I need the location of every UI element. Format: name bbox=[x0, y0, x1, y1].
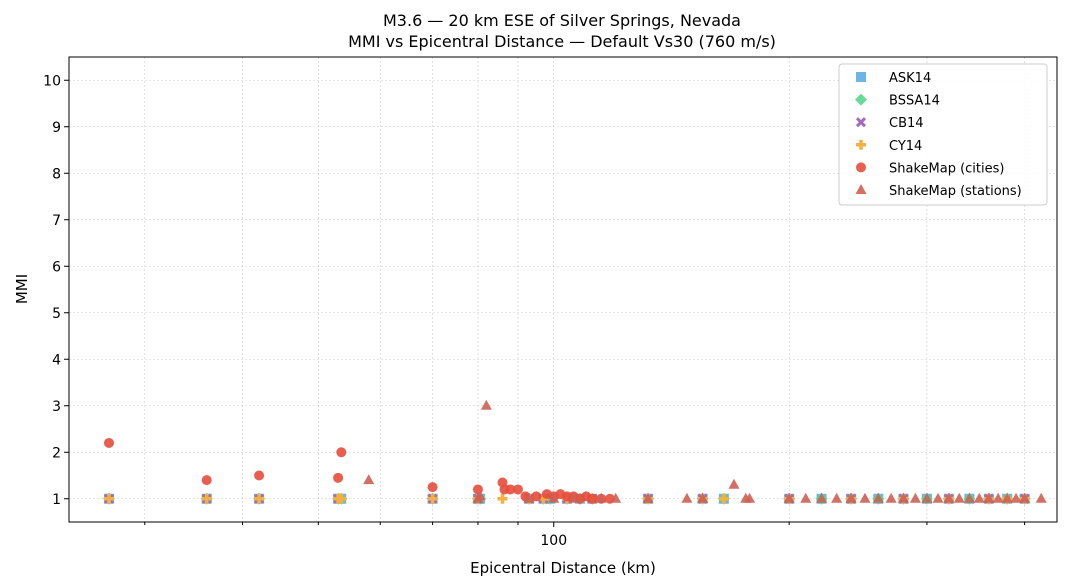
legend-marker bbox=[855, 184, 867, 194]
axis-ticks: 1 2 3 4 5 6 7 8 9 10 100 bbox=[43, 73, 1026, 549]
data-point bbox=[816, 492, 828, 503]
data-point bbox=[427, 482, 438, 493]
data-point bbox=[783, 492, 795, 503]
y-tick-label: 3 bbox=[52, 399, 61, 415]
data-point bbox=[610, 492, 622, 503]
data-point bbox=[718, 493, 729, 504]
chart-title: M3.6 — 20 km ESE of Silver Springs, Neva… bbox=[383, 11, 741, 30]
data-point bbox=[1019, 492, 1031, 503]
legend-label: ShakeMap (cities) bbox=[889, 161, 1004, 176]
data-point bbox=[800, 492, 812, 503]
data-point bbox=[201, 493, 212, 504]
y-tick-label: 4 bbox=[52, 352, 61, 368]
data-point bbox=[363, 474, 375, 485]
y-tick-label: 2 bbox=[52, 445, 61, 461]
legend-marker bbox=[856, 72, 866, 82]
data-point bbox=[859, 492, 871, 503]
data-point bbox=[531, 491, 542, 502]
legend-box bbox=[838, 63, 1048, 206]
data-point bbox=[587, 493, 598, 504]
y-tick-label: 8 bbox=[52, 166, 61, 182]
data-point bbox=[201, 475, 212, 486]
y-tick-label: 6 bbox=[52, 259, 61, 275]
data-point bbox=[728, 478, 740, 489]
data-point bbox=[104, 437, 115, 448]
data-point bbox=[744, 492, 756, 503]
data-point bbox=[497, 493, 508, 504]
data-point bbox=[642, 492, 654, 503]
y-tick-label: 5 bbox=[52, 306, 61, 322]
data-point bbox=[953, 492, 965, 503]
legend-label: BSSA14 bbox=[889, 94, 940, 109]
y-tick-label: 10 bbox=[43, 73, 61, 89]
data-point bbox=[992, 492, 1004, 503]
data-point bbox=[983, 492, 995, 503]
legend-marker bbox=[855, 117, 867, 128]
y-axis-label: MMI bbox=[13, 274, 31, 304]
data-point bbox=[1001, 492, 1013, 503]
data-point bbox=[427, 493, 438, 504]
x-axis-label: Epicentral Distance (km) bbox=[470, 559, 656, 577]
data-point bbox=[681, 492, 693, 503]
data-point bbox=[831, 492, 843, 503]
y-tick-label: 1 bbox=[52, 492, 61, 508]
data-point bbox=[897, 492, 909, 503]
y-tick-label: 7 bbox=[52, 213, 61, 229]
x-tick-label: 100 bbox=[540, 533, 567, 549]
data-point bbox=[568, 492, 580, 503]
data-point bbox=[1010, 492, 1022, 503]
y-tick-label: 9 bbox=[52, 120, 61, 136]
data-point bbox=[872, 492, 884, 503]
data-point bbox=[254, 470, 265, 481]
legend-label: CB14 bbox=[889, 116, 924, 131]
data-point bbox=[480, 399, 492, 410]
data-point bbox=[505, 484, 516, 495]
legend-label: CY14 bbox=[889, 139, 922, 154]
legend-marker bbox=[855, 93, 867, 106]
plot-area bbox=[103, 399, 1047, 505]
data-point bbox=[254, 493, 265, 504]
data-point bbox=[973, 492, 985, 503]
data-point bbox=[512, 484, 523, 495]
data-point bbox=[885, 492, 897, 503]
data-point bbox=[943, 492, 955, 503]
legend-label: ShakeMap (stations) bbox=[889, 184, 1022, 199]
grid bbox=[69, 57, 1057, 522]
plot-frame bbox=[68, 56, 1058, 523]
data-point bbox=[932, 492, 944, 503]
data-point bbox=[336, 447, 347, 458]
data-point bbox=[333, 472, 344, 483]
series-5 bbox=[363, 399, 1047, 503]
data-point bbox=[104, 493, 115, 504]
data-point bbox=[548, 492, 560, 503]
data-point bbox=[697, 492, 709, 503]
data-point bbox=[595, 492, 607, 503]
legend-marker bbox=[856, 139, 866, 150]
data-point bbox=[909, 492, 921, 503]
data-point bbox=[963, 492, 975, 503]
chart-subtitle: MMI vs Epicentral Distance — Default Vs3… bbox=[348, 32, 776, 51]
legend-label: ASK14 bbox=[889, 71, 931, 86]
legend-marker bbox=[856, 162, 866, 173]
data-point bbox=[523, 492, 535, 503]
data-point bbox=[474, 490, 486, 501]
data-point bbox=[921, 492, 933, 503]
data-point bbox=[845, 492, 857, 503]
data-point bbox=[336, 493, 347, 504]
data-point bbox=[1035, 492, 1047, 503]
legend: ASK14 BSSA14 CB14 CY14 ShakeMap (cities) Shak… bbox=[838, 63, 1048, 206]
